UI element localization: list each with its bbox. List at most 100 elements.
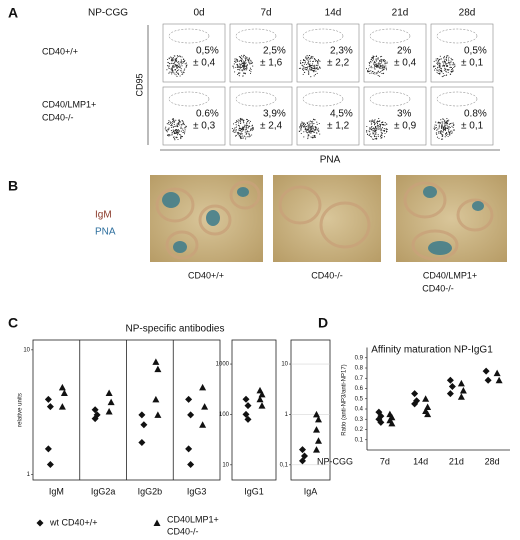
dot [178, 124, 180, 126]
dot [182, 62, 184, 64]
flow-plot [162, 86, 226, 146]
dot [312, 118, 315, 120]
dot [314, 129, 316, 131]
dot [177, 138, 179, 141]
y-tick-label: 0.9 [355, 355, 364, 361]
dot [437, 69, 439, 71]
dot [442, 135, 444, 137]
dot [373, 131, 375, 133]
dot [249, 120, 252, 122]
deviation: ± 0,3 [193, 121, 216, 132]
dot [249, 125, 251, 128]
dot [170, 69, 172, 71]
dot [435, 132, 437, 134]
dot [300, 123, 302, 125]
dot [172, 70, 174, 72]
dot [440, 131, 442, 133]
dot [166, 69, 168, 71]
dot [314, 74, 316, 76]
dot [384, 124, 386, 126]
dot [452, 69, 454, 71]
dot [439, 72, 441, 74]
dot [244, 63, 246, 65]
diamond-marker [187, 460, 195, 468]
dot [247, 136, 249, 138]
dot [314, 64, 316, 66]
diamond-marker [377, 418, 385, 426]
dot [182, 123, 184, 125]
dot [373, 61, 375, 64]
dot [438, 137, 440, 139]
dot [438, 124, 440, 126]
dot [370, 135, 372, 138]
dot [249, 67, 252, 69]
dot [237, 66, 239, 68]
dot [377, 121, 379, 123]
dot [447, 55, 449, 57]
dot [305, 66, 307, 69]
dot [171, 57, 173, 59]
dot [443, 55, 445, 57]
dot [446, 74, 448, 76]
dot [235, 120, 238, 122]
dot [439, 63, 441, 66]
y-tick-label: 1 [285, 412, 289, 418]
dot [300, 125, 302, 128]
dot [245, 62, 247, 64]
diamond-marker [299, 446, 306, 454]
dot [435, 58, 437, 60]
dot [182, 58, 184, 60]
dot [370, 70, 372, 72]
dot [181, 56, 183, 58]
dot [248, 120, 250, 122]
dot [246, 66, 248, 68]
axis-label: Ratio (anti-NP3/anti-NP17) [342, 364, 348, 435]
dot [176, 124, 178, 126]
histology-images [150, 175, 507, 262]
dot [446, 121, 448, 123]
dot [176, 130, 178, 132]
dot [371, 136, 373, 138]
dot [300, 67, 302, 69]
dot [451, 64, 453, 66]
x-tick-label: IgG2b [138, 486, 163, 496]
diamond-marker [482, 367, 490, 375]
dot [182, 130, 184, 132]
dot [373, 55, 375, 58]
dot [382, 124, 384, 126]
row-label: CD40+/+ [42, 46, 78, 56]
triangle-marker [154, 411, 162, 418]
dot [176, 70, 179, 72]
dot [307, 59, 309, 61]
dot [375, 129, 377, 131]
dot [239, 63, 241, 65]
dot [384, 132, 386, 135]
x-tick-label: IgG3 [187, 486, 207, 496]
dot [372, 120, 374, 122]
dot [384, 62, 386, 64]
dot [384, 60, 386, 62]
dot [172, 65, 175, 67]
flow-plot [430, 23, 494, 83]
dot [376, 122, 378, 124]
dot [172, 126, 174, 128]
dot [372, 71, 374, 73]
dot [448, 128, 450, 130]
dot [181, 73, 183, 76]
triangle-marker [258, 402, 266, 409]
dot [445, 58, 447, 60]
dot [445, 132, 447, 135]
dot [182, 121, 184, 123]
dot [168, 120, 170, 122]
dot [314, 60, 317, 62]
percentage: 3% [397, 109, 412, 120]
dot [169, 71, 171, 73]
dot [312, 135, 314, 137]
dot [172, 62, 174, 64]
dot [238, 129, 240, 131]
dot [374, 126, 376, 128]
dot [436, 136, 439, 138]
dot [178, 119, 180, 121]
dot [372, 55, 374, 57]
dot [235, 131, 237, 133]
